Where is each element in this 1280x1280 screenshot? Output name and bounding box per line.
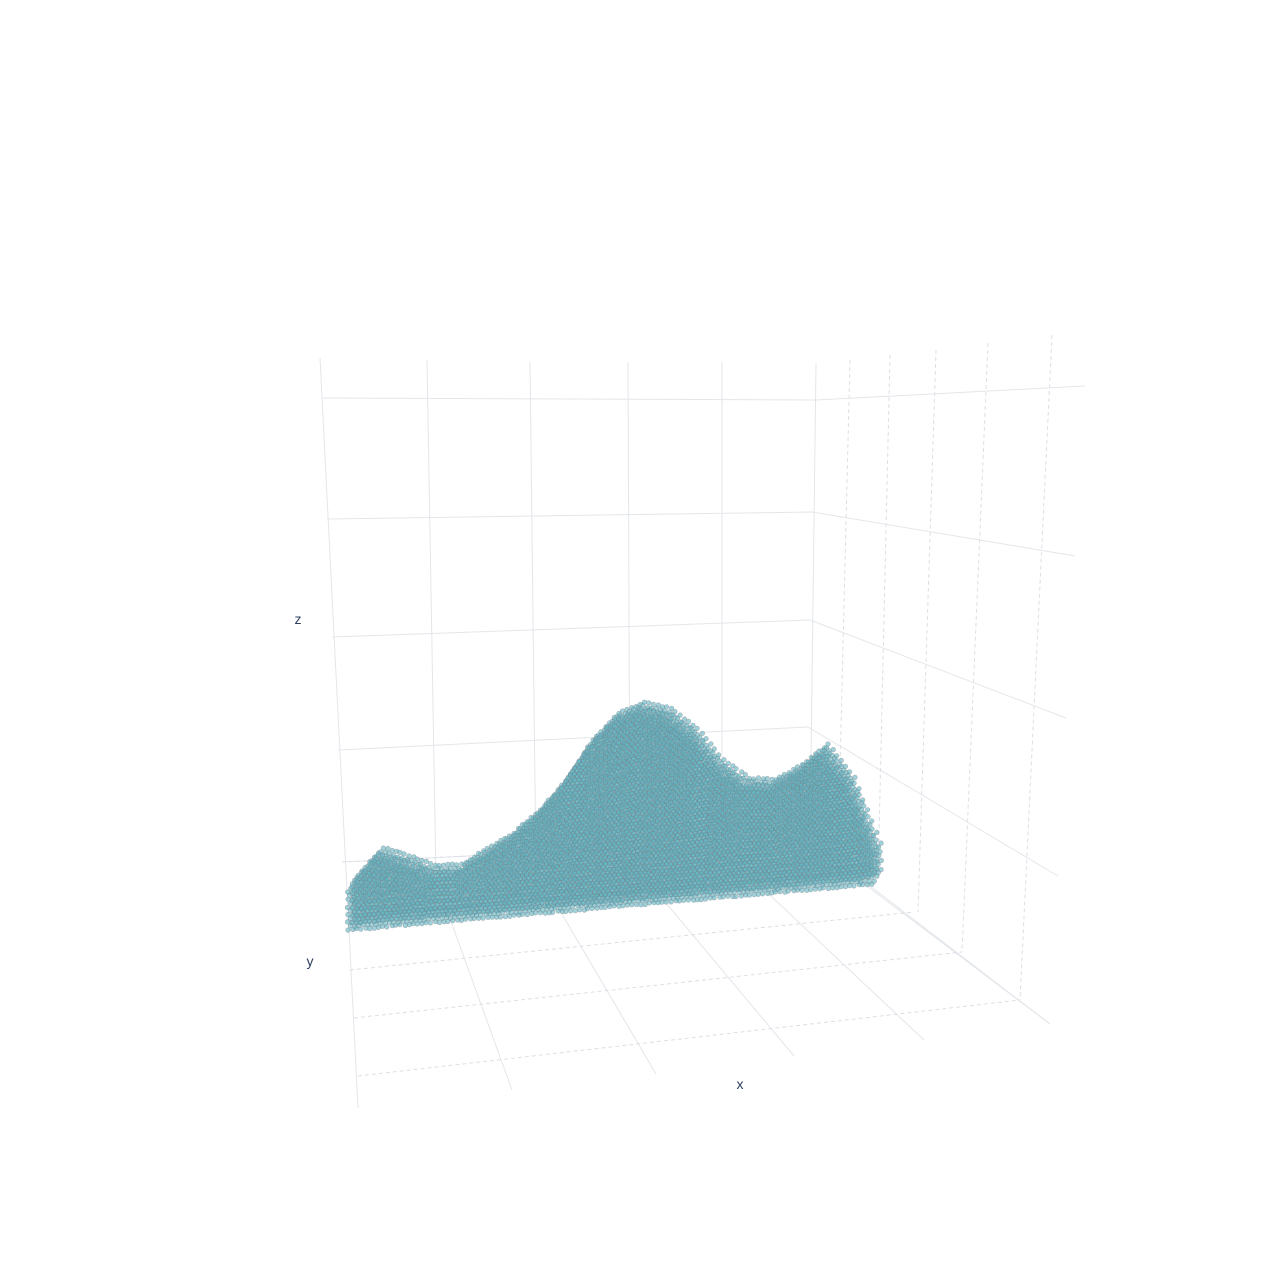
right-wall-vline [877, 354, 891, 881]
right-wall-vline [961, 342, 989, 953]
right-wall-sline [811, 511, 1076, 557]
grid-lines [319, 334, 1086, 1109]
data-point [358, 926, 364, 932]
data-point [406, 861, 412, 867]
data-point [449, 861, 456, 867]
data-point [406, 853, 412, 859]
data-point [572, 908, 578, 914]
data-point [389, 847, 395, 854]
right-wall-sline [807, 726, 1059, 877]
data-point [384, 924, 390, 930]
data-point [423, 858, 429, 865]
floor-x-line [353, 951, 963, 1019]
data-point [436, 919, 443, 926]
back-wall-hline [321, 397, 817, 401]
data-point [440, 862, 447, 868]
data-point [497, 914, 504, 920]
data-point [567, 908, 574, 914]
data-point [428, 860, 434, 867]
data-point [397, 922, 403, 928]
back-wall-hline [337, 726, 809, 751]
data-point [427, 920, 434, 926]
data-point [480, 915, 486, 921]
floor-x-line [357, 999, 1021, 1077]
right-wall-sline [809, 619, 1067, 719]
right-wall-vline [1019, 334, 1053, 1001]
data-point [362, 911, 368, 917]
data-point [380, 845, 387, 851]
data-point [550, 909, 556, 915]
data-point [385, 845, 391, 852]
data-point [620, 903, 626, 909]
right-wall-vline [917, 349, 937, 913]
data-point [524, 911, 530, 918]
data-point [414, 900, 421, 907]
back-wall-vline [529, 361, 537, 871]
data-point [345, 927, 351, 933]
data-point [419, 857, 425, 864]
back-wall-hline [331, 619, 811, 638]
back-wall-vline [319, 357, 359, 1109]
data-point [401, 851, 407, 857]
data-point [414, 856, 420, 862]
floor-x-line [349, 911, 915, 971]
data-point [502, 914, 508, 920]
data-points [344, 699, 885, 933]
right-wall-sline [815, 385, 1086, 401]
back-wall-vline [426, 359, 437, 881]
data-point [392, 890, 399, 897]
back-wall-hline [326, 511, 813, 520]
